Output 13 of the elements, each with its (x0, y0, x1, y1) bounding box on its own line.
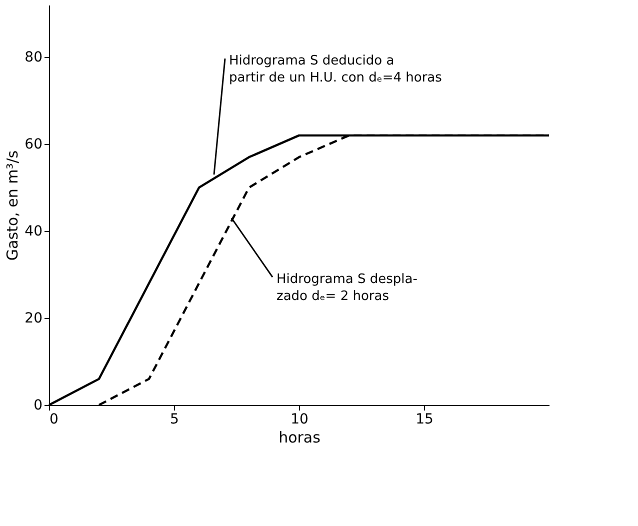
x-tick-label: 5 (170, 412, 179, 428)
y-tick-label: 20 (24, 310, 42, 327)
y-axis-title: Gasto, en m³/s (4, 150, 22, 261)
x-axis-title: horas (278, 428, 321, 446)
y-tick-label: 0 (34, 398, 42, 414)
x-tick-label: 0 (50, 412, 58, 428)
x-tick-label: 10 (290, 412, 308, 428)
y-tick-label: 40 (24, 224, 42, 240)
x-tick-label: 15 (416, 412, 434, 428)
annotation: Hidrograma S despla- zado dₑ= 2 horas (276, 272, 418, 304)
annotation: Hidrograma S deducido a partir de un H.U. con dₑ=4 horas (229, 54, 442, 86)
y-tick-label: 80 (24, 50, 42, 66)
y-tick-label: 60 (24, 136, 42, 153)
